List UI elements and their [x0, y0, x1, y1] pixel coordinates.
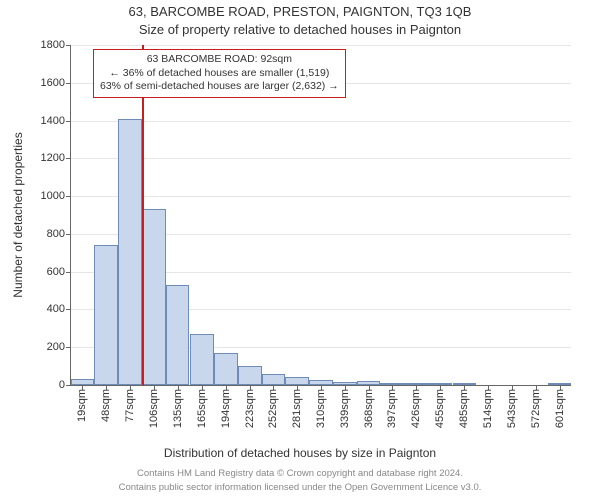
chart-title-line1: 63, BARCOMBE ROAD, PRESTON, PAIGNTON, TQ…	[0, 4, 600, 19]
xtick-label: 281sqm	[291, 389, 303, 428]
figure: 63, BARCOMBE ROAD, PRESTON, PAIGNTON, TQ…	[0, 0, 600, 500]
xtick-label: 543sqm	[506, 389, 518, 428]
xtick-label: 19sqm	[76, 389, 88, 422]
histogram-bar	[166, 285, 190, 385]
histogram-bar	[285, 377, 309, 385]
x-axis-label: Distribution of detached houses by size …	[0, 446, 600, 460]
xtick-label: 339sqm	[339, 389, 351, 428]
ytick-label: 800	[47, 228, 71, 240]
gridline	[71, 196, 571, 197]
plot-area: 02004006008001000120014001600180019sqm48…	[70, 45, 571, 386]
xtick-label: 77sqm	[124, 389, 136, 422]
histogram-bar	[238, 366, 262, 385]
xtick-label: 368sqm	[363, 389, 375, 428]
ytick-label: 200	[47, 341, 71, 353]
xtick-label: 601sqm	[554, 389, 566, 428]
xtick-label: 455sqm	[434, 389, 446, 428]
footer-line2: Contains public sector information licen…	[0, 482, 600, 493]
ytick-label: 1600	[41, 77, 71, 89]
xtick-label: 310sqm	[315, 389, 327, 428]
histogram-bar	[190, 334, 214, 385]
chart-title-line2: Size of property relative to detached ho…	[0, 22, 600, 37]
histogram-bar	[262, 374, 286, 385]
histogram-bar	[214, 353, 238, 385]
annotation-line: 63 BARCOMBE ROAD: 92sqm	[100, 53, 339, 67]
xtick-label: 572sqm	[530, 389, 542, 428]
xtick-label: 397sqm	[386, 389, 398, 428]
histogram-bar	[142, 209, 166, 385]
footer-line1: Contains HM Land Registry data © Crown c…	[0, 468, 600, 479]
y-axis-label: Number of detached properties	[11, 132, 25, 297]
annotation-box: 63 BARCOMBE ROAD: 92sqm← 36% of detached…	[93, 49, 346, 98]
gridline	[71, 158, 571, 159]
xtick-label: 426sqm	[410, 389, 422, 428]
ytick-label: 600	[47, 266, 71, 278]
ytick-label: 1400	[41, 115, 71, 127]
xtick-label: 135sqm	[172, 389, 184, 428]
xtick-label: 48sqm	[100, 389, 112, 422]
xtick-label: 485sqm	[458, 389, 470, 428]
xtick-label: 252sqm	[267, 389, 279, 428]
ytick-label: 0	[59, 379, 71, 391]
ytick-label: 400	[47, 303, 71, 315]
xtick-label: 165sqm	[196, 389, 208, 428]
histogram-bar	[94, 245, 118, 385]
annotation-line: 63% of semi-detached houses are larger (…	[100, 80, 339, 94]
ytick-label: 1000	[41, 190, 71, 202]
xtick-label: 514sqm	[482, 389, 494, 428]
xtick-label: 106sqm	[148, 389, 160, 428]
gridline	[71, 121, 571, 122]
histogram-bar	[118, 119, 142, 385]
xtick-label: 194sqm	[220, 389, 232, 428]
ytick-label: 1800	[41, 39, 71, 51]
annotation-line: ← 36% of detached houses are smaller (1,…	[100, 67, 339, 81]
ytick-label: 1200	[41, 152, 71, 164]
xtick-label: 223sqm	[244, 389, 256, 428]
gridline	[71, 45, 571, 46]
